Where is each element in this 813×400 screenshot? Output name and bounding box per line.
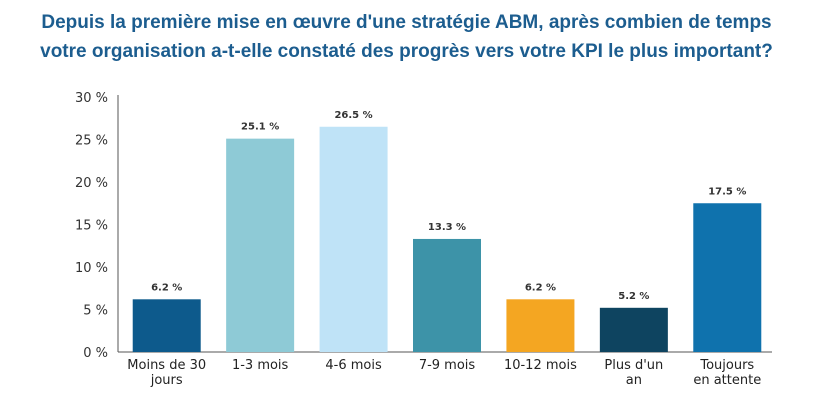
y-tick-label: 25 % — [75, 134, 108, 149]
y-tick-label: 15 % — [75, 219, 108, 234]
data-label: 26.5 % — [334, 110, 372, 121]
bar — [319, 126, 388, 352]
y-tick-label: 5 % — [83, 304, 108, 319]
bar — [599, 307, 668, 352]
bar — [413, 238, 481, 352]
data-label: 17.5 % — [708, 186, 746, 197]
bar — [226, 138, 295, 352]
data-label: 6.2 % — [525, 282, 556, 293]
x-tick-label: an — [626, 373, 642, 388]
x-tick-label: Toujours — [699, 358, 754, 373]
x-tick-label: Plus d'un — [604, 358, 663, 373]
x-tick-label: 10-12 mois — [504, 358, 577, 373]
data-label: 13.3 % — [428, 222, 466, 233]
chart-title: Depuis la première mise en œuvre d'une s… — [0, 8, 813, 66]
bar — [132, 299, 201, 352]
x-tick-label: en attente — [693, 373, 761, 388]
bar — [693, 203, 762, 352]
y-tick-label: 10 % — [75, 261, 108, 276]
chart-title-line-1: Depuis la première mise en œuvre d'une s… — [41, 12, 772, 33]
y-tick-label: 30 % — [75, 91, 108, 106]
data-label: 5.2 % — [618, 291, 649, 302]
data-label: 25.1 % — [241, 122, 279, 133]
x-tick-label: Moins de 30 — [127, 358, 206, 373]
x-tick-label: 1-3 mois — [232, 358, 289, 373]
bar — [506, 299, 575, 352]
chart-title-line-2: votre organisation a-t-elle constaté des… — [40, 41, 773, 62]
x-tick-label: 7-9 mois — [419, 358, 476, 373]
x-tick-label: jours — [150, 373, 183, 388]
y-tick-label: 0 % — [83, 346, 108, 361]
data-label: 6.2 % — [151, 282, 182, 293]
y-tick-label: 20 % — [75, 176, 108, 191]
x-tick-label: 4-6 mois — [325, 358, 382, 373]
